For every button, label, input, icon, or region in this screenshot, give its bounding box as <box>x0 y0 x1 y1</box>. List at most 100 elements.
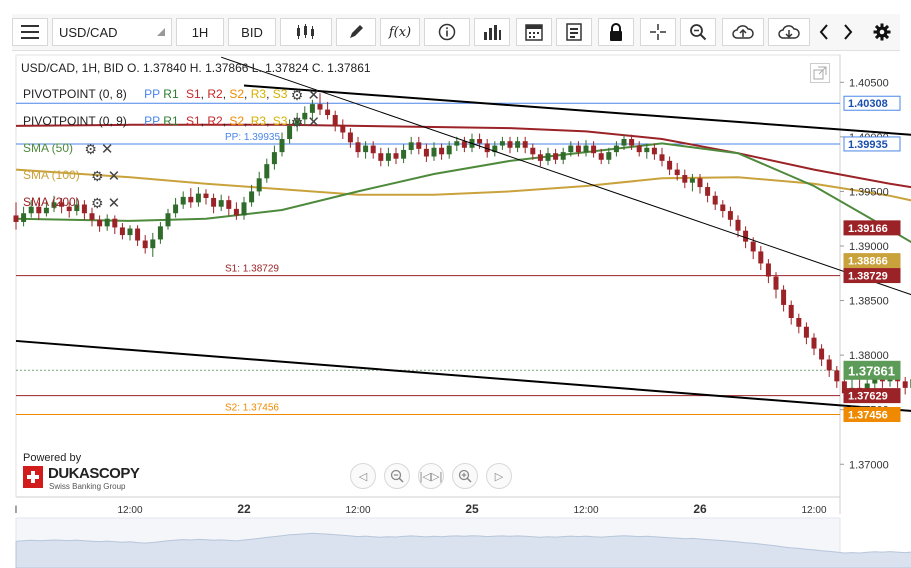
close-icon[interactable]: ✕ <box>107 195 121 212</box>
candle-body <box>819 348 825 360</box>
candle-body <box>294 119 300 126</box>
price-badge-label: 1.40308 <box>848 98 888 110</box>
gear-icon[interactable]: ⚙ <box>91 194 104 211</box>
zoom-out-button[interactable] <box>384 463 410 489</box>
candle-body <box>119 227 125 236</box>
symbol-select[interactable]: USD/CAD <box>52 18 172 46</box>
zoom-button[interactable] <box>680 18 716 46</box>
candle-body <box>393 153 399 159</box>
candle-body <box>173 204 179 214</box>
ohlc-readout: USD/CAD, 1H, BID O. 1.37840 H. 1.37866 L… <box>21 61 371 75</box>
magnifier-icon <box>690 24 707 41</box>
candle-body <box>264 164 270 179</box>
reset-view-button[interactable]: |◁▷| <box>418 463 444 489</box>
candle-body <box>705 187 711 196</box>
x-tick-label: 22 <box>237 502 251 516</box>
x-tick-label: 12:00 <box>345 505 370 516</box>
close-icon[interactable]: ✕ <box>100 141 114 158</box>
info-button[interactable] <box>424 18 470 46</box>
volume-button[interactable] <box>474 18 510 46</box>
gear-icon[interactable]: ⚙ <box>290 86 304 103</box>
y-tick-label: 1.38000 <box>849 350 889 362</box>
candle-body <box>279 139 285 153</box>
level-label: S2: 1.37456 <box>225 402 279 413</box>
candle-body <box>370 145 376 154</box>
candle-body <box>59 202 65 207</box>
candle-body <box>773 276 779 290</box>
s3-label: S3 <box>272 114 288 129</box>
price-badge <box>843 95 901 111</box>
lock-button[interactable] <box>598 18 634 46</box>
candle-body <box>188 196 194 203</box>
candle-body <box>51 202 57 208</box>
nav-back-button[interactable]: ◁ <box>350 463 376 489</box>
candle-body <box>492 145 498 153</box>
candle-body <box>180 196 186 205</box>
menu-button[interactable] <box>12 18 48 46</box>
gear-icon <box>873 23 891 41</box>
cloud-download-icon <box>778 25 800 39</box>
trendline <box>15 339 911 412</box>
triangle-right-icon: ▷ <box>494 470 504 483</box>
candle-body <box>157 226 163 240</box>
powered-by-label: Powered by <box>23 452 82 464</box>
candle-body <box>150 239 156 249</box>
price-badge-label: 1.37629 <box>848 391 888 403</box>
chevron-left-icon <box>819 24 828 40</box>
candle-body <box>36 206 42 214</box>
candle-body <box>461 141 467 148</box>
gear-icon[interactable]: ⚙ <box>290 113 304 130</box>
calendar-button[interactable] <box>516 18 552 46</box>
lock-icon <box>610 23 622 41</box>
price-badge-label: 1.37861 <box>848 363 895 378</box>
zoom-in-icon <box>458 469 472 483</box>
scroll-left-button[interactable] <box>812 18 836 46</box>
candle-body <box>233 208 239 216</box>
candle-body <box>21 213 27 222</box>
side-value: BID <box>241 24 263 40</box>
upload-button[interactable] <box>722 18 764 46</box>
candle-body <box>803 326 809 338</box>
gear-icon[interactable]: ⚙ <box>84 140 97 157</box>
pencil-icon <box>350 25 363 38</box>
gear-icon[interactable]: ⚙ <box>91 167 104 184</box>
close-icon[interactable]: ✕ <box>307 114 320 131</box>
candle-body <box>211 197 217 207</box>
template-button[interactable] <box>556 18 592 46</box>
candle-body <box>256 178 262 192</box>
price-badge <box>843 406 901 422</box>
scroll-right-button[interactable] <box>836 18 860 46</box>
candle-body <box>568 145 574 153</box>
candle-body <box>507 141 513 148</box>
price-badge <box>843 360 901 380</box>
indicators-button[interactable]: f(x) <box>380 18 420 46</box>
price-badge-label: 1.38729 <box>848 271 888 283</box>
r2-label: R2 <box>207 114 223 129</box>
timeframe-select[interactable]: 1H <box>176 18 224 46</box>
s2-label: S2 <box>229 114 245 129</box>
close-icon[interactable]: ✕ <box>107 168 121 185</box>
nav-forward-button[interactable]: ▷ <box>486 463 512 489</box>
zoom-in-button[interactable] <box>452 463 478 489</box>
close-icon[interactable]: ✕ <box>307 87 320 104</box>
pivot-legend-2: PIVOTPOINT (0, 9) PP R1 S1, R2, S2, R3, … <box>23 113 320 132</box>
settings-button[interactable] <box>868 18 896 46</box>
sma100-legend: SMA (100) ⚙ ✕ <box>23 167 121 186</box>
y-tick-label: 1.37000 <box>849 459 889 471</box>
download-button[interactable] <box>768 18 810 46</box>
s1-label: S1 <box>185 114 201 129</box>
time-axis[interactable]: l12:002212:002512:002612:002712:002812:0… <box>15 502 911 568</box>
popout-button[interactable] <box>810 63 830 83</box>
candle-body <box>758 251 764 264</box>
draw-tools-button[interactable] <box>336 18 376 46</box>
level-label: PP: 1.39935 <box>225 132 280 143</box>
candle-body <box>750 241 756 252</box>
r3-label: R3 <box>250 114 267 129</box>
crosshair-button[interactable] <box>640 18 676 46</box>
candle-body <box>112 218 118 228</box>
side-select[interactable]: BID <box>228 18 276 46</box>
trendlines <box>15 56 911 412</box>
chart-type-button[interactable] <box>280 18 332 46</box>
candle-body <box>287 125 293 140</box>
